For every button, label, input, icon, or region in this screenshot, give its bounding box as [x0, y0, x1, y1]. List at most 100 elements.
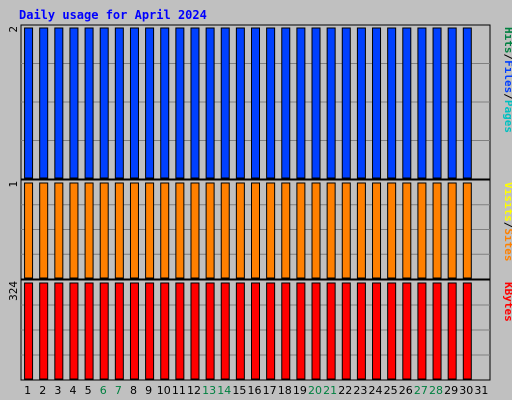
day-label: 11	[172, 384, 186, 397]
bar-files-day-20	[311, 27, 321, 179]
bar-files-day-17	[266, 27, 276, 179]
bar-kbytes-day-27	[417, 282, 427, 380]
bar-files-day-27	[417, 27, 427, 179]
bar-kbytes-day-23	[356, 282, 366, 380]
bar-files-day-1	[24, 27, 34, 179]
bar-kbytes-day-7	[114, 282, 124, 380]
legend-bottom: KBytes	[502, 282, 512, 322]
bar-kbytes-day-22	[341, 282, 351, 380]
legend-entry: Files	[502, 60, 512, 93]
day-label: 1	[24, 384, 31, 397]
day-label: 6	[100, 384, 107, 397]
day-label: 23	[353, 384, 367, 397]
bar-kbytes-day-6	[99, 282, 109, 380]
bar-files-day-16	[251, 27, 260, 179]
bar-kbytes-day-3	[54, 282, 64, 380]
bar-kbytes-day-21	[326, 282, 336, 380]
bar-sites-day-15	[235, 182, 245, 279]
bar-files-day-24	[372, 27, 382, 179]
bar-kbytes-day-17	[266, 282, 276, 380]
bar-sites-day-4	[69, 182, 79, 279]
bar-files-day-8	[129, 27, 139, 179]
day-label: 2	[39, 384, 46, 397]
bar-kbytes-day-26	[402, 282, 412, 380]
bar-sites-day-12	[190, 182, 200, 279]
bar-sites-day-26	[402, 182, 412, 279]
bar-sites-day-6	[99, 182, 109, 279]
bar-sites-day-14	[220, 182, 230, 279]
legend-entry: /	[502, 54, 512, 61]
legend-entry: Pages	[502, 100, 512, 133]
bar-sites-day-16	[251, 182, 260, 279]
bar-kbytes-day-11	[175, 282, 185, 380]
y-max-label: 2	[7, 26, 20, 33]
day-label: 30	[459, 384, 473, 397]
day-label: 8	[130, 384, 137, 397]
bar-kbytes-day-1	[24, 282, 34, 380]
bar-files-day-28	[432, 27, 442, 179]
bar-sites-day-28	[432, 182, 442, 279]
x-axis-day-labels: 1 2 3 4 5 6 7 8 9 10 11 12 13 14 15 16 17 18 19 20 21 22 23 24 2…	[24, 384, 488, 397]
bar-kbytes-day-5	[84, 282, 94, 380]
bar-files-day-12	[190, 27, 200, 179]
panel-bottom: 324 KBytes	[7, 279, 512, 381]
legend-middle: Visits/Sites	[502, 182, 512, 262]
day-label: 29	[444, 384, 458, 397]
y-max-label: 324	[7, 281, 20, 301]
bar-files-day-11	[175, 27, 185, 179]
day-label: 21	[323, 384, 337, 397]
bar-files-day-23	[356, 27, 366, 179]
bar-sites-day-29	[447, 182, 457, 279]
bar-sites-day-25	[387, 182, 397, 279]
day-label: 7	[115, 384, 122, 397]
bar-files-day-21	[326, 27, 336, 179]
legend-top: Hits/Files/Pages	[502, 27, 512, 133]
day-label: 18	[278, 384, 292, 397]
bar-sites-day-24	[372, 182, 382, 279]
bar-files-day-13	[205, 27, 215, 179]
bar-sites-day-19	[296, 182, 306, 279]
bar-files-day-19	[296, 27, 306, 179]
day-label: 31	[474, 384, 488, 397]
bar-sites-day-3	[54, 182, 64, 279]
bar-files-day-10	[160, 27, 170, 179]
day-label: 15	[232, 384, 246, 397]
bar-sites-day-1	[24, 182, 34, 279]
bar-kbytes-day-10	[160, 282, 170, 380]
day-label: 13	[202, 384, 216, 397]
bar-sites-day-9	[145, 182, 155, 279]
bar-kbytes-day-24	[372, 282, 382, 380]
bar-kbytes-day-29	[447, 282, 457, 380]
bar-kbytes-day-13	[205, 282, 215, 380]
legend-entry: /	[502, 222, 512, 229]
bar-files-day-3	[54, 27, 64, 179]
bar-kbytes-day-4	[69, 282, 79, 380]
bar-files-day-4	[69, 27, 79, 179]
day-label: 16	[248, 384, 262, 397]
bar-kbytes-day-16	[251, 282, 260, 380]
day-label: 9	[145, 384, 152, 397]
day-label: 4	[69, 384, 76, 397]
day-label: 27	[414, 384, 428, 397]
day-label: 14	[217, 384, 231, 397]
bar-sites-day-20	[311, 182, 321, 279]
bar-files-day-14	[220, 27, 230, 179]
bar-sites-day-22	[341, 182, 351, 279]
bar-kbytes-day-8	[129, 282, 139, 380]
bar-kbytes-day-28	[432, 282, 442, 380]
bar-files-day-15	[235, 27, 245, 179]
bar-kbytes-day-2	[39, 282, 49, 380]
bar-sites-day-21	[326, 182, 336, 279]
day-label: 22	[338, 384, 352, 397]
day-label: 28	[429, 384, 443, 397]
bar-sites-day-17	[266, 182, 276, 279]
bar-sites-day-23	[356, 182, 366, 279]
bar-files-day-26	[402, 27, 412, 179]
chart-title: Daily usage for April 2024	[19, 8, 207, 22]
day-label: 17	[263, 384, 277, 397]
y-max-label: 1	[7, 181, 20, 188]
bar-files-day-2	[39, 27, 49, 179]
bar-sites-day-18	[281, 182, 291, 279]
day-label: 10	[157, 384, 171, 397]
